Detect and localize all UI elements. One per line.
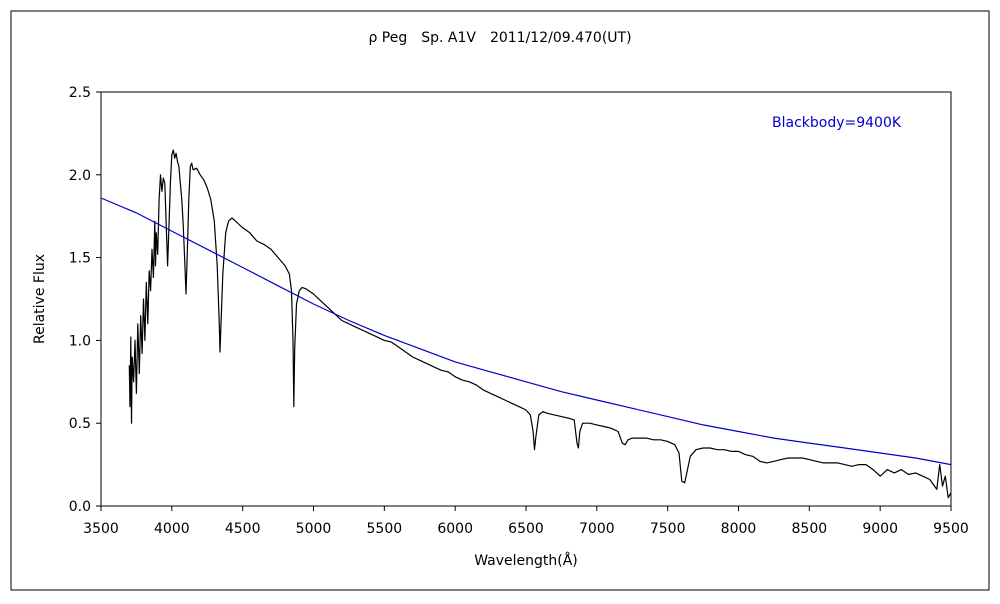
blackbody-line — [100, 197, 952, 466]
x-axis: 3500 4000 4500 5000 5500 6000 6500 7000 7500 8000… — [83, 506, 969, 537]
outer-border — [10, 10, 990, 591]
x-tick-label: 7500 — [650, 521, 686, 537]
x-axis-title: Wavelength(Å) — [474, 552, 578, 569]
x-tick-label: 6000 — [437, 521, 473, 537]
y-axis-title: Relative Flux — [32, 254, 48, 344]
x-tick-label: 8000 — [721, 521, 757, 537]
x-tick-label: 9000 — [862, 521, 898, 537]
legend-label-blackbody: Blackbody=9400K — [772, 115, 902, 131]
x-tick-label: 9500 — [933, 521, 969, 537]
x-tick-label: 5500 — [367, 521, 403, 537]
series-layer — [100, 149, 952, 499]
chart-title: ρ Peg Sp. A1V 2011/12/09.470(UT) — [368, 30, 631, 46]
y-axis: 0.0 0.5 1.0 1.5 2.0 2.5 — [69, 85, 101, 515]
x-tick-label: 4000 — [154, 521, 190, 537]
y-tick-label: 2.5 — [69, 85, 91, 101]
x-tick-label: 7000 — [579, 521, 615, 537]
y-tick-label: 0.5 — [69, 416, 91, 432]
y-tick-label: 0.0 — [69, 499, 91, 515]
x-tick-label: 5000 — [296, 521, 332, 537]
x-tick-label: 8500 — [792, 521, 828, 537]
y-tick-label: 1.5 — [69, 251, 91, 267]
x-tick-label: 4500 — [225, 521, 261, 537]
y-tick-label: 2.0 — [69, 168, 91, 184]
x-tick-label: 6500 — [508, 521, 544, 537]
y-tick-label: 1.0 — [69, 333, 91, 349]
x-tick-label: 3500 — [83, 521, 119, 537]
spectrum-line — [128, 149, 952, 499]
